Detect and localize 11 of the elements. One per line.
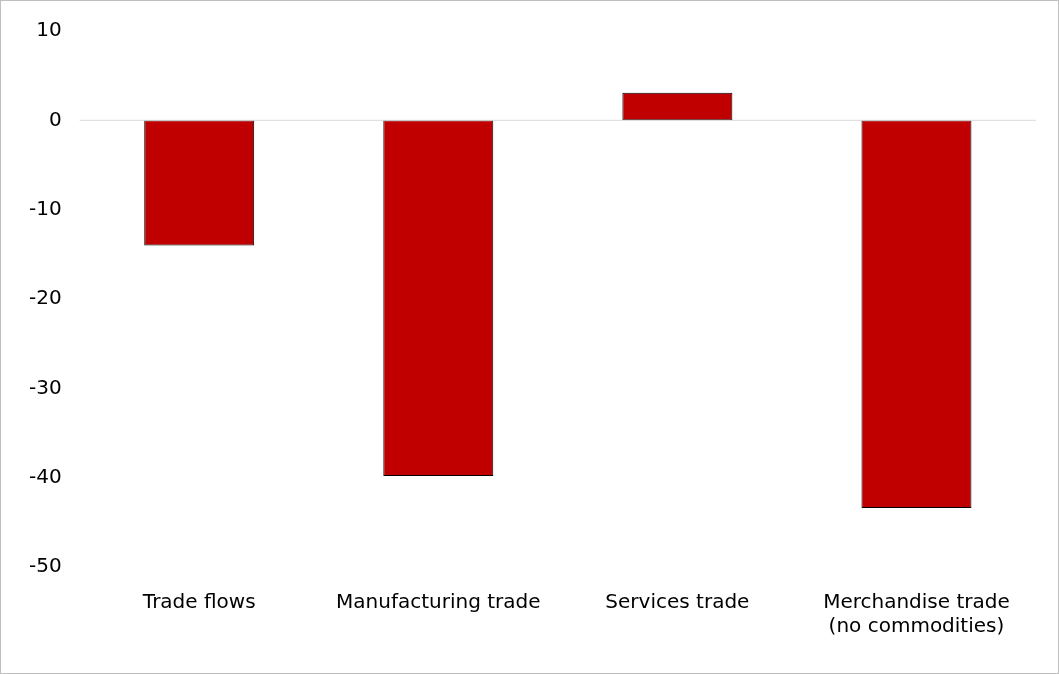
x-tick-label: Trade flows: [141, 589, 256, 614]
y-tick-label: -50: [28, 553, 62, 578]
x-tick-label: Services trade: [605, 589, 750, 614]
y-tick-label: -40: [28, 463, 62, 488]
y-tick-label: -20: [28, 285, 62, 310]
y-tick-label: 10: [36, 17, 62, 42]
y-tick-label: 0: [48, 106, 62, 131]
x-tick-label: Manufacturing trade: [336, 589, 541, 614]
y-tick-label: -30: [28, 374, 62, 399]
x-tick-label: Merchandise trade (no commodities): [823, 589, 1010, 638]
y-tick-label: -10: [28, 195, 62, 220]
